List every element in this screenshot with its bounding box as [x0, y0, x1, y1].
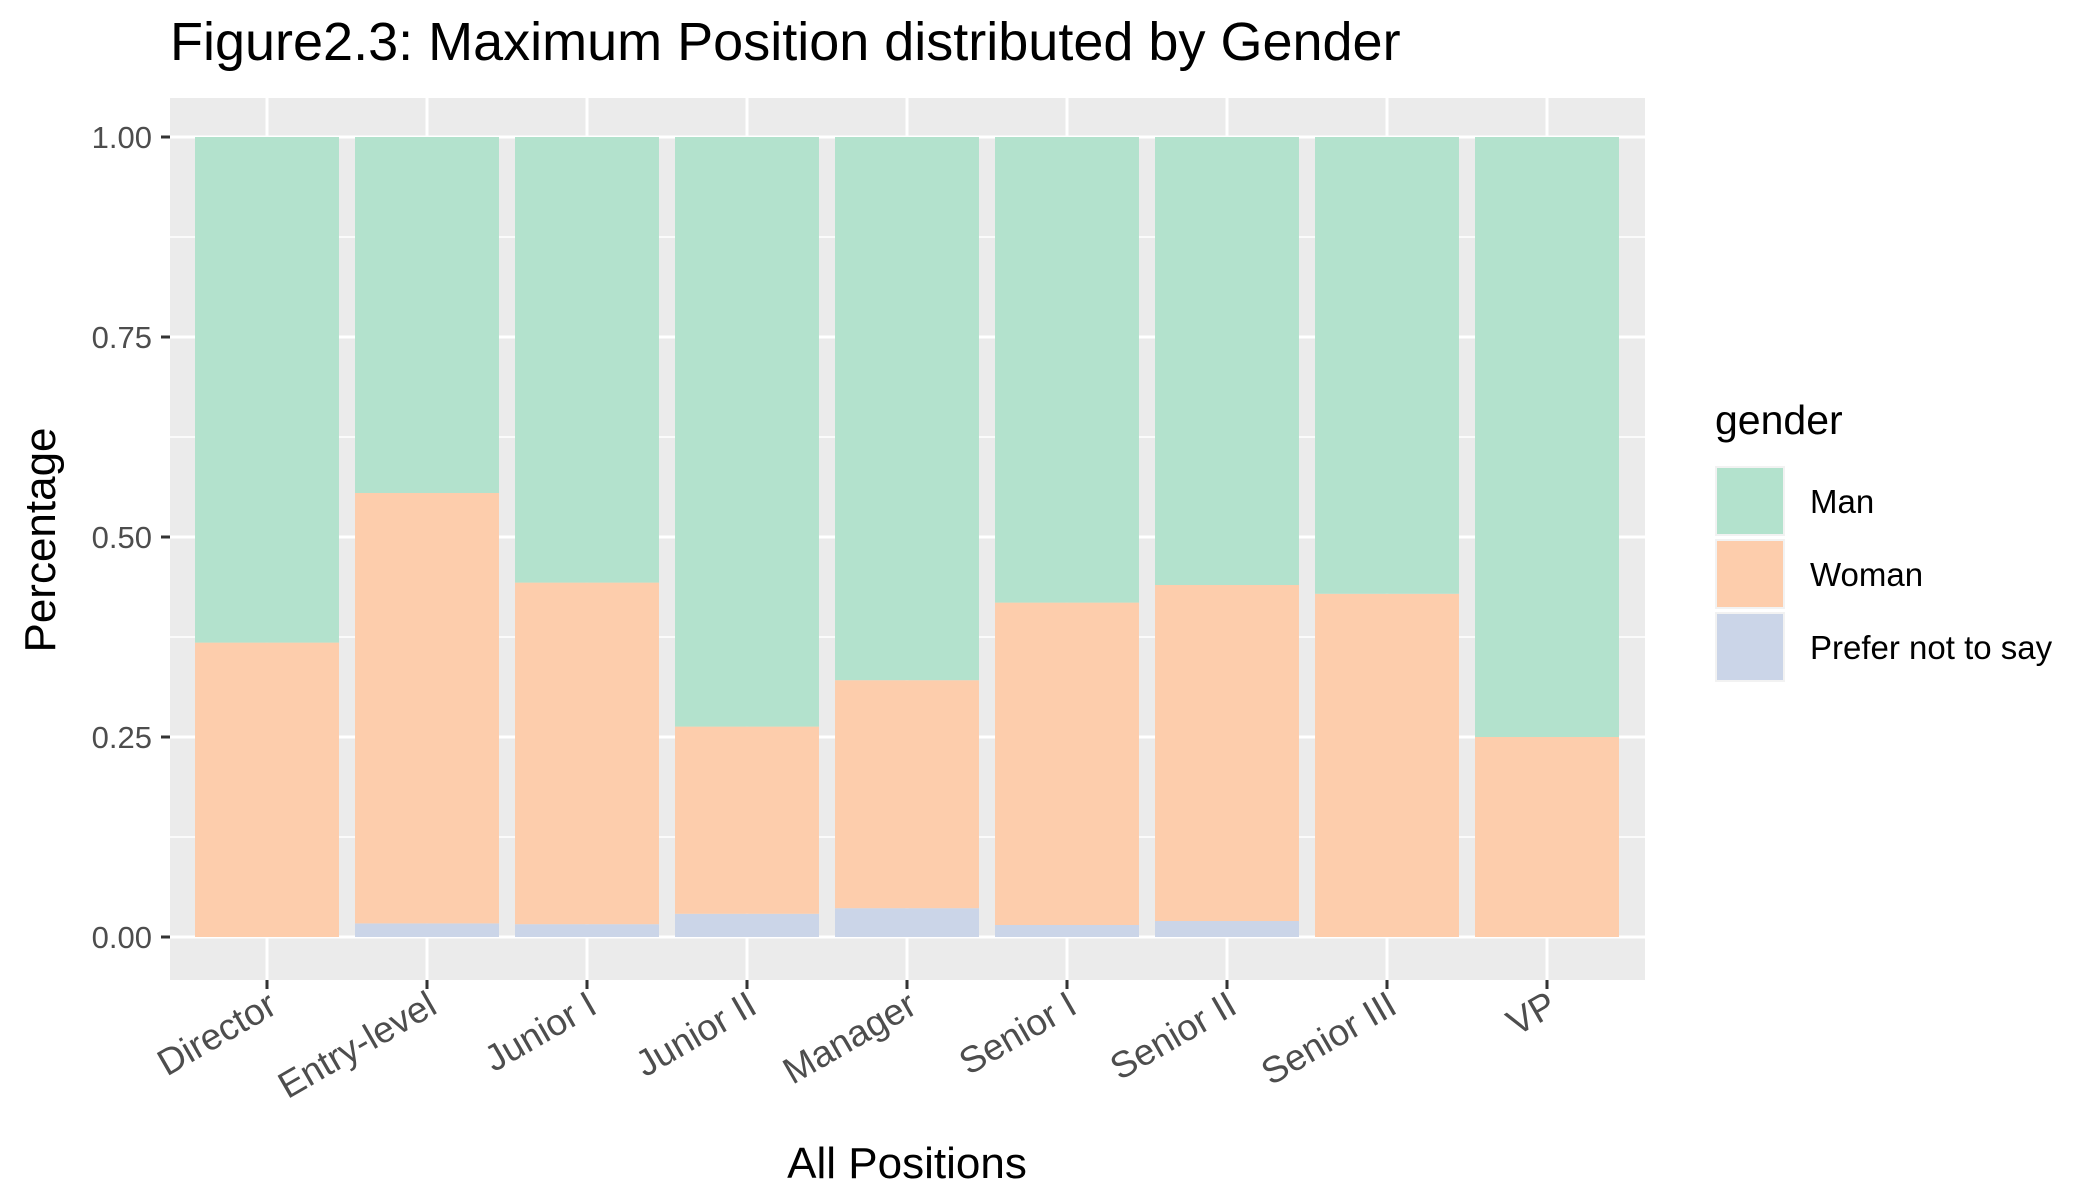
x-tick-label: Senior II: [1103, 983, 1243, 1087]
legend-label: Prefer not to say: [1810, 629, 2053, 666]
bar-segment-woman-entry-level: [355, 493, 499, 924]
bar-segment-man-entry-level: [355, 137, 499, 493]
bar-segment-man-senior-i: [995, 137, 1139, 603]
y-tick-label: 0.00: [92, 920, 152, 955]
bar-segment-woman-junior-ii: [675, 726, 819, 914]
y-axis: 0.00 0.25 0.50 0.75 1.00: [92, 120, 170, 955]
bar-segment-prefer-not-to-say-senior-ii: [1155, 921, 1299, 937]
bar-segment-woman-senior-i: [995, 602, 1139, 925]
x-tick-label: Junior II: [629, 983, 763, 1084]
x-tick-label: VP: [1500, 983, 1563, 1043]
bar-segment-woman-senior-ii: [1155, 585, 1299, 921]
bar-segment-man-junior-i: [515, 137, 659, 583]
y-tick-label: 0.75: [92, 320, 152, 355]
bar-segment-woman-director: [195, 642, 339, 937]
y-axis-title: Percentage: [16, 427, 65, 652]
bar-segment-woman-manager: [835, 680, 979, 909]
y-tick-label: 1.00: [92, 120, 152, 155]
legend-label: Man: [1810, 483, 1874, 520]
x-axis-title: All Positions: [787, 1139, 1027, 1188]
x-tick-label: Senior III: [1254, 983, 1403, 1093]
bar-segment-prefer-not-to-say-entry-level: [355, 923, 499, 937]
bar-segment-man-senior-iii: [1315, 137, 1459, 594]
bar-segment-man-vp: [1475, 137, 1619, 737]
x-tick-label: Director: [150, 983, 283, 1083]
x-tick-label: Entry-level: [271, 983, 443, 1106]
bars: [195, 137, 1619, 937]
legend-label: Woman: [1810, 556, 1923, 593]
bar-segment-prefer-not-to-say-manager: [835, 908, 979, 937]
legend-swatch-prefer-not-to-say: [1717, 614, 1783, 680]
x-tick-label: Senior I: [952, 983, 1083, 1082]
bar-segment-man-senior-ii: [1155, 137, 1299, 585]
bar-segment-man-manager: [835, 137, 979, 681]
bar-segment-woman-vp: [1475, 737, 1619, 937]
bar-segment-woman-senior-iii: [1315, 593, 1459, 937]
y-tick-label: 0.50: [92, 520, 152, 555]
legend-swatch-man: [1717, 468, 1783, 534]
x-tick-label: Junior I: [477, 983, 603, 1079]
bar-segment-man-junior-ii: [675, 137, 819, 727]
legend: gender Man Woman Prefer not to say: [1715, 397, 2053, 682]
chart-title: Figure2.3: Maximum Position distributed …: [170, 12, 1401, 72]
bar-segment-prefer-not-to-say-junior-ii: [675, 913, 819, 937]
bar-segment-prefer-not-to-say-junior-i: [515, 924, 659, 937]
y-tick-label: 0.25: [92, 720, 152, 755]
bar-segment-woman-junior-i: [515, 582, 659, 925]
legend-swatch-woman: [1717, 541, 1783, 607]
bar-segment-prefer-not-to-say-senior-i: [995, 925, 1139, 937]
bar-segment-man-director: [195, 137, 339, 643]
x-tick-label: Manager: [776, 983, 923, 1092]
legend-title: gender: [1715, 397, 1843, 443]
